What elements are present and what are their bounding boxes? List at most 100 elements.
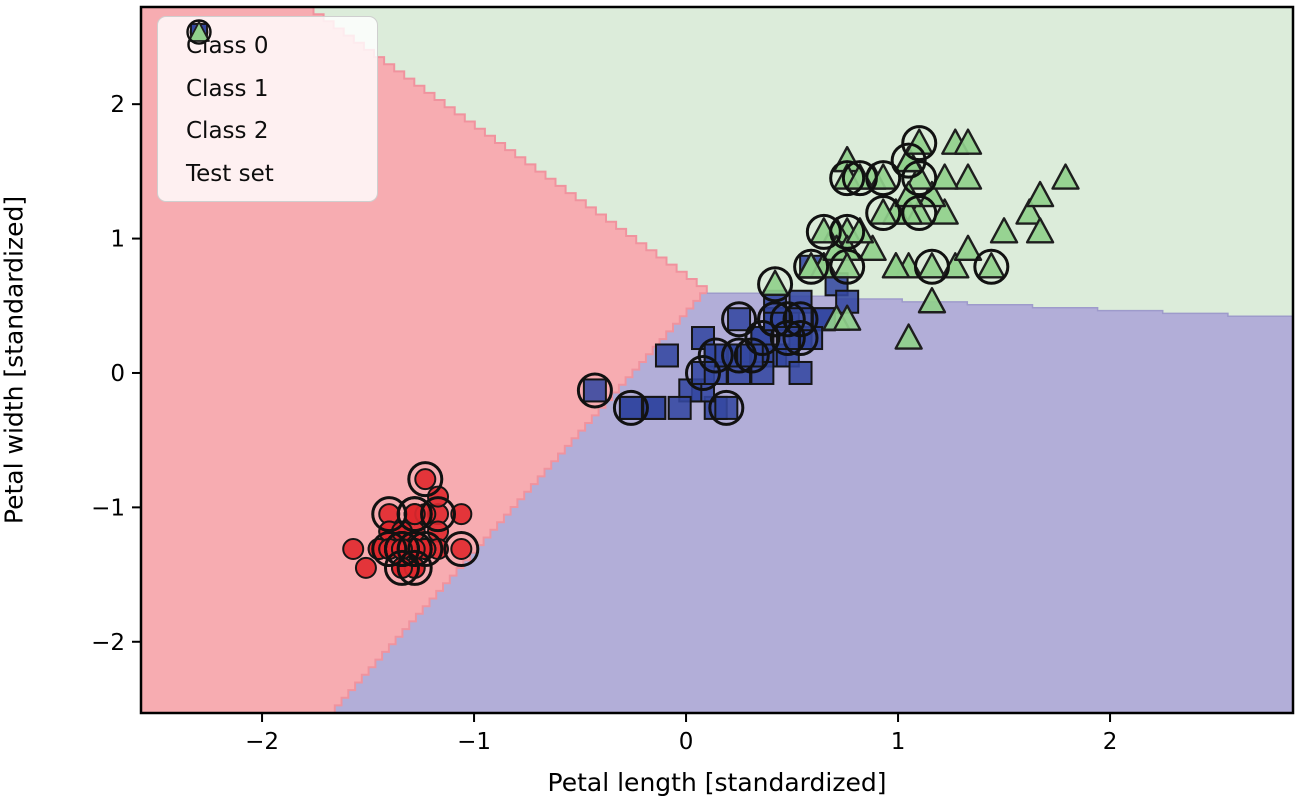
data-point-class2 [894, 323, 923, 350]
data-point-class2 [760, 269, 790, 296]
test-set-ring [383, 549, 420, 586]
legend-label-test-set: Test set [186, 160, 274, 187]
test-set-ring [407, 531, 444, 568]
data-point-class2 [989, 217, 1019, 244]
data-point-class2 [869, 198, 898, 225]
data-point-class0 [450, 503, 473, 526]
test-set-ring [407, 461, 444, 498]
data-point-class2 [953, 234, 983, 262]
data-point-class2 [858, 234, 887, 262]
test-set-ring [901, 160, 938, 197]
test-set-ring [371, 496, 408, 533]
y-tick-label: −2 [91, 630, 125, 656]
x-tick-label: 2 [1103, 729, 1118, 755]
test-set-ring [901, 195, 938, 232]
data-point-class1 [727, 307, 752, 332]
test-set-ring [420, 496, 457, 533]
test-set-ring [769, 301, 806, 338]
data-point-class2 [881, 252, 911, 279]
legend-label-class1: Class 1 [186, 75, 269, 102]
test-set-ring [733, 337, 770, 374]
y-tick-label: 1 [110, 227, 125, 253]
x-axis-label: Petal length [standardized] [547, 768, 887, 797]
test-set-ring [841, 160, 878, 197]
test-set-ring [769, 320, 806, 357]
test-set-ring [371, 531, 408, 568]
data-point-class2 [930, 198, 959, 225]
data-point-class2 [917, 287, 947, 314]
data-point-class2 [953, 128, 983, 155]
y-axis-label: Petal width [standardized] [0, 195, 29, 525]
legend-item-class1: Class 1 [158, 23, 377, 110]
x-tick-label: 0 [679, 729, 694, 755]
test-set-ring [396, 496, 433, 533]
test-set-ring [576, 372, 613, 409]
data-point-class2 [930, 163, 959, 190]
data-point-class1 [642, 395, 667, 420]
test-set-ring [685, 354, 722, 391]
data-point-class2 [977, 252, 1006, 279]
legend: Class 0 Class 1 Class 2 Test set [157, 16, 378, 202]
red-blue-boundary [333, 292, 707, 713]
test-set-marker-icon [186, 19, 212, 45]
test-set-ring [782, 301, 819, 338]
test-set-ring [383, 531, 420, 568]
x-tick-label: 1 [891, 729, 906, 755]
test-set-ring [805, 213, 842, 250]
test-set-ring [396, 549, 433, 586]
test-set-ring [913, 248, 950, 285]
test-set-ring [865, 195, 902, 232]
data-point-class2 [1051, 163, 1080, 190]
data-point-class1 [667, 395, 692, 420]
x-tick-label: −2 [245, 729, 279, 755]
data-point-class0 [354, 556, 377, 579]
test-set-ring [708, 389, 745, 426]
test-set-ring [721, 337, 758, 374]
test-set-ring [829, 248, 866, 285]
test-set-ring [721, 301, 758, 338]
test-set-ring [782, 320, 819, 357]
data-point-class0 [450, 538, 473, 561]
test-set-ring [744, 320, 781, 357]
data-point-class2 [917, 252, 947, 279]
legend-item-test-set: Test set [158, 19, 377, 195]
data-point-class2 [1025, 217, 1055, 244]
data-point-class1 [788, 360, 813, 385]
data-point-class0 [342, 538, 365, 561]
y-tick-label: 2 [110, 92, 125, 118]
test-set-ring [973, 248, 1010, 285]
y-tick-label: 0 [110, 361, 125, 387]
data-point-class2 [796, 252, 826, 279]
x-tick-label: −1 [457, 729, 491, 755]
legend-item-class2: Class 2 [158, 21, 377, 152]
test-set-ring [443, 531, 480, 568]
legend-label-class2: Class 2 [186, 118, 269, 145]
test-set-ring [890, 142, 927, 179]
data-point-class2 [1025, 180, 1055, 208]
test-set-ring [829, 160, 866, 197]
test-set-ring [793, 248, 830, 285]
y-tick-label: −1 [91, 495, 125, 521]
data-point-class1 [654, 343, 679, 368]
data-point-class2 [905, 128, 934, 155]
test-set-ring [865, 160, 902, 197]
test-set-ring [612, 389, 649, 426]
class2-marker-icon [188, 21, 210, 42]
decision-region-class1 [334, 293, 1293, 713]
data-point-class2 [832, 252, 862, 279]
test-set-ring [396, 531, 433, 568]
data-point-class0 [414, 468, 437, 491]
data-point-class1 [582, 378, 607, 403]
data-point-class2 [953, 163, 983, 190]
test-set-ring [829, 213, 866, 250]
plot-frame [139, 5, 1295, 715]
data-point-class1 [618, 395, 643, 420]
test-set-ring [757, 266, 794, 303]
data-point-class2 [1015, 198, 1044, 225]
test-set-ring [901, 125, 938, 162]
data-point-class2 [832, 304, 862, 331]
test-set-ring [757, 301, 794, 338]
data-point-class1 [714, 395, 739, 420]
